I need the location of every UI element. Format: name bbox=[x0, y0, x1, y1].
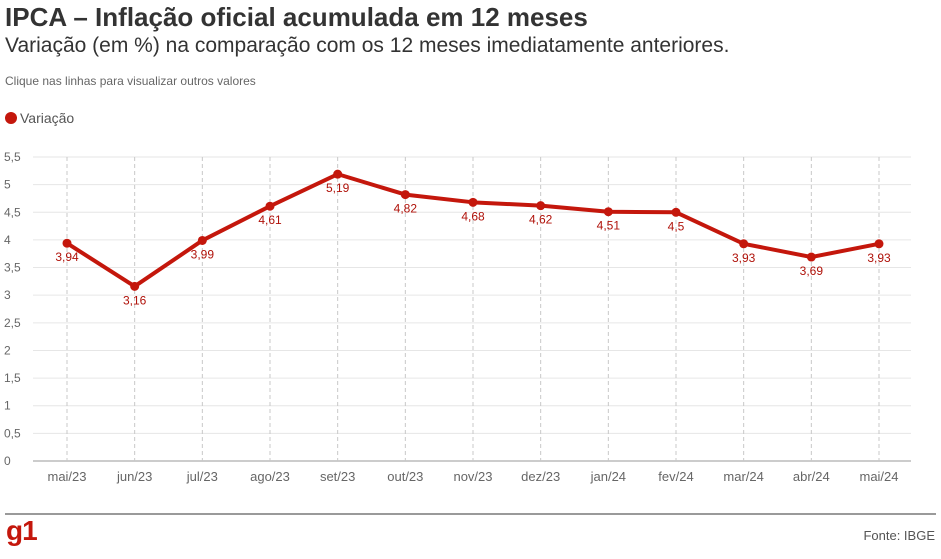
data-point[interactable] bbox=[400, 190, 410, 200]
x-tick-label: jan/24 bbox=[590, 469, 626, 484]
y-tick-label: 0 bbox=[4, 454, 11, 468]
x-tick-label: dez/23 bbox=[521, 469, 560, 484]
data-label: 3,93 bbox=[732, 251, 756, 265]
x-tick-label: nov/23 bbox=[453, 469, 492, 484]
legend-marker-icon bbox=[5, 112, 17, 124]
y-tick-label: 3 bbox=[4, 288, 11, 302]
y-tick-label: 2,5 bbox=[4, 316, 21, 330]
legend-item-variacao[interactable]: Variação bbox=[5, 110, 74, 126]
x-tick-label: fev/24 bbox=[658, 469, 693, 484]
data-point[interactable] bbox=[874, 239, 884, 249]
data-point[interactable] bbox=[468, 197, 478, 207]
data-point[interactable] bbox=[197, 235, 207, 245]
y-tick-label: 4,5 bbox=[4, 205, 21, 219]
data-point[interactable] bbox=[333, 169, 343, 179]
data-label: 4,5 bbox=[668, 219, 685, 233]
g1-logo: g1 bbox=[6, 515, 38, 546]
data-label: 4,68 bbox=[461, 209, 485, 223]
data-label: 3,94 bbox=[55, 250, 79, 264]
data-point[interactable] bbox=[603, 207, 613, 217]
x-tick-label: mar/24 bbox=[723, 469, 763, 484]
data-point[interactable] bbox=[265, 201, 275, 211]
data-label: 3,99 bbox=[191, 247, 215, 261]
legend-label: Variação bbox=[20, 110, 75, 126]
x-tick-label: abr/24 bbox=[793, 469, 830, 484]
data-label: 4,61 bbox=[258, 213, 282, 227]
y-tick-label: 1,5 bbox=[4, 371, 21, 385]
data-label: 4,51 bbox=[597, 219, 621, 233]
y-tick-label: 5 bbox=[4, 178, 11, 192]
chart-title: IPCA – Inflação oficial acumulada em 12 … bbox=[5, 2, 588, 32]
data-point[interactable] bbox=[739, 239, 749, 249]
data-label: 4,62 bbox=[529, 213, 553, 227]
data-label: 4,82 bbox=[394, 202, 418, 216]
x-tick-label: jul/23 bbox=[186, 469, 218, 484]
data-label: 5,19 bbox=[326, 181, 350, 195]
data-label: 3,93 bbox=[867, 251, 891, 265]
data-point[interactable] bbox=[62, 238, 72, 248]
data-label: 3,69 bbox=[800, 264, 824, 278]
y-tick-label: 0,5 bbox=[4, 426, 21, 440]
y-tick-label: 1 bbox=[4, 399, 11, 413]
y-tick-label: 2 bbox=[4, 343, 11, 357]
y-tick-label: 4 bbox=[4, 233, 11, 247]
chart-subtitle: Variação (em %) na comparação com os 12 … bbox=[5, 34, 730, 57]
footer-divider bbox=[5, 513, 936, 515]
x-tick-label: ago/23 bbox=[250, 469, 290, 484]
x-tick-label: mai/24 bbox=[859, 469, 898, 484]
data-point[interactable] bbox=[536, 201, 546, 211]
interaction-hint: Clique nas linhas para visualizar outros… bbox=[5, 74, 256, 88]
y-tick-label: 3,5 bbox=[4, 261, 21, 275]
source-text: Fonte: IBGE bbox=[863, 528, 935, 543]
x-tick-label: jun/23 bbox=[116, 469, 152, 484]
line-chart: 0 0,5 1 1,5 2 2,5 3 3,5 4 4,5 5 5,5 mai/23 jun/23 jul/… bbox=[4, 150, 911, 484]
x-tick-label: mai/23 bbox=[47, 469, 86, 484]
x-tick-label: out/23 bbox=[387, 469, 423, 484]
data-point[interactable] bbox=[671, 207, 681, 217]
data-point[interactable] bbox=[130, 281, 140, 291]
data-label: 3,16 bbox=[123, 293, 147, 307]
x-tick-label: set/23 bbox=[320, 469, 355, 484]
data-point[interactable] bbox=[806, 252, 816, 262]
y-tick-label: 5,5 bbox=[4, 150, 21, 164]
